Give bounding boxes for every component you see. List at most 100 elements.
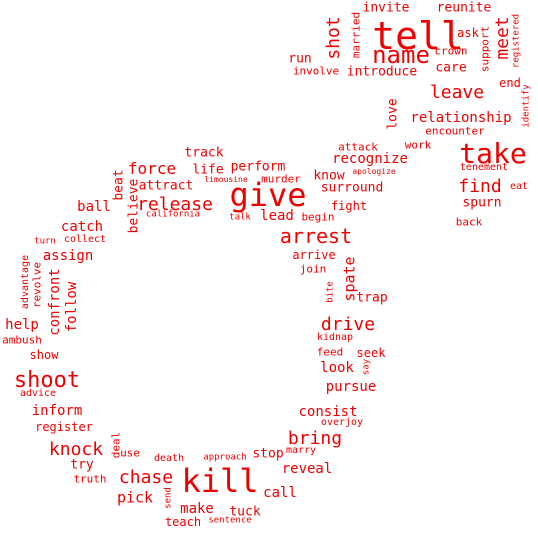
word-say: say xyxy=(361,358,372,376)
word-trap: trap xyxy=(356,290,388,306)
word-ambush: ambush xyxy=(2,333,42,347)
word-reveal: reveal xyxy=(281,461,333,477)
word-follow: follow xyxy=(64,281,80,333)
word-consist: consist xyxy=(298,404,358,420)
word-track: track xyxy=(184,145,224,161)
word-drive: drive xyxy=(320,314,376,335)
word-lead: lead xyxy=(260,208,294,224)
word-approach: approach xyxy=(203,452,247,463)
word-join: join xyxy=(299,262,327,276)
word-love: love xyxy=(385,98,401,130)
word-feed: feed xyxy=(316,345,344,359)
word-support: support xyxy=(478,25,492,73)
word-ask: ask xyxy=(457,26,479,40)
word-kill: kill xyxy=(181,462,259,500)
word-beat: beat xyxy=(111,169,127,201)
word-attack: attack xyxy=(338,140,378,154)
word-perform: perform xyxy=(230,159,286,175)
word-pursue: pursue xyxy=(325,379,377,395)
word-release: release xyxy=(137,194,213,215)
word-limousine: limousine xyxy=(204,175,248,184)
word-work: work xyxy=(404,138,432,152)
word-shoot: shoot xyxy=(13,368,81,393)
word-try: try xyxy=(70,457,94,473)
word-turn: turn xyxy=(34,236,56,247)
word-collect: collect xyxy=(63,234,107,245)
word-begin: begin xyxy=(301,210,335,224)
word-tell: tell xyxy=(372,14,464,58)
word-take: take xyxy=(459,137,527,170)
word-life: life xyxy=(192,162,224,178)
word-bring: bring xyxy=(287,428,343,449)
word-pick: pick xyxy=(116,488,154,507)
word-advice: advice xyxy=(19,388,57,399)
word-inform: inform xyxy=(31,403,83,419)
word-advantage: advantage xyxy=(20,254,31,310)
word-spurn: spurn xyxy=(462,195,502,211)
word-force: force xyxy=(127,159,177,178)
word-tuck: tuck xyxy=(229,504,261,520)
word-end: end xyxy=(499,76,521,90)
word-registered: registered xyxy=(511,13,522,69)
word-involve: involve xyxy=(292,64,340,78)
word-back: back xyxy=(455,215,483,229)
word-catch: catch xyxy=(60,219,104,235)
word-spate: spate xyxy=(340,256,359,302)
word-register: register xyxy=(35,420,93,434)
word-teach: teach xyxy=(164,515,202,529)
word-identify: identify xyxy=(521,84,532,128)
word-look: look xyxy=(320,360,354,376)
word-arrive: arrive xyxy=(292,248,336,262)
word-believe: believe xyxy=(126,178,142,234)
word-attract: attract xyxy=(138,178,194,194)
word-name: name xyxy=(372,41,430,69)
word-knock: knock xyxy=(48,439,104,460)
word-find: find xyxy=(458,176,502,197)
word-run: run xyxy=(288,51,312,67)
word-talk: talk xyxy=(229,212,251,223)
word-use: use xyxy=(120,446,140,460)
word-introduce: introduce xyxy=(346,64,418,80)
word-make: make xyxy=(180,501,214,517)
word-seek: seek xyxy=(356,346,386,360)
word-encounter: encounter xyxy=(425,124,485,138)
word-leave: leave xyxy=(429,82,485,103)
word-recognize: recognize xyxy=(332,151,408,167)
word-marry: marry xyxy=(285,445,317,456)
word-chase: chase xyxy=(118,467,174,488)
word-confront: confront xyxy=(47,268,63,336)
word-married: married xyxy=(349,11,363,59)
word-kidnap: kidnap xyxy=(316,332,354,343)
word-death: death xyxy=(153,453,185,464)
word-care: care xyxy=(435,60,467,76)
word-sentence: sentence xyxy=(208,515,252,526)
word-arrest: arrest xyxy=(279,224,353,248)
word-help: help xyxy=(5,317,39,333)
word-give: give xyxy=(229,176,307,214)
word-ball: ball xyxy=(77,199,111,215)
word-stop: stop xyxy=(252,446,284,462)
word-truth: truth xyxy=(73,472,107,486)
word-reunite: reunite xyxy=(436,0,492,16)
word-shot: shot xyxy=(323,16,344,60)
word-apologize: apologize xyxy=(352,167,396,176)
word-overjoy: overjoy xyxy=(320,417,364,428)
word-revolve: revolve xyxy=(30,261,44,309)
word-call: call xyxy=(263,485,297,501)
word-bite: bite xyxy=(325,281,336,303)
word-murder: murder xyxy=(261,172,301,186)
word-crown: crown xyxy=(434,44,468,58)
word-show: show xyxy=(29,348,59,362)
word-surround: surround xyxy=(320,180,384,196)
word-invite: invite xyxy=(362,0,410,16)
word-fight: fight xyxy=(330,199,368,213)
word-send: send xyxy=(163,487,174,509)
word-relationship: relationship xyxy=(410,110,512,126)
word-eat: eat xyxy=(509,181,529,192)
word-assign: assign xyxy=(42,248,94,264)
word-california: california xyxy=(145,209,201,220)
word-tenement: tenement xyxy=(459,162,509,173)
word-meet: meet xyxy=(492,16,513,60)
word-know: know xyxy=(313,168,345,184)
